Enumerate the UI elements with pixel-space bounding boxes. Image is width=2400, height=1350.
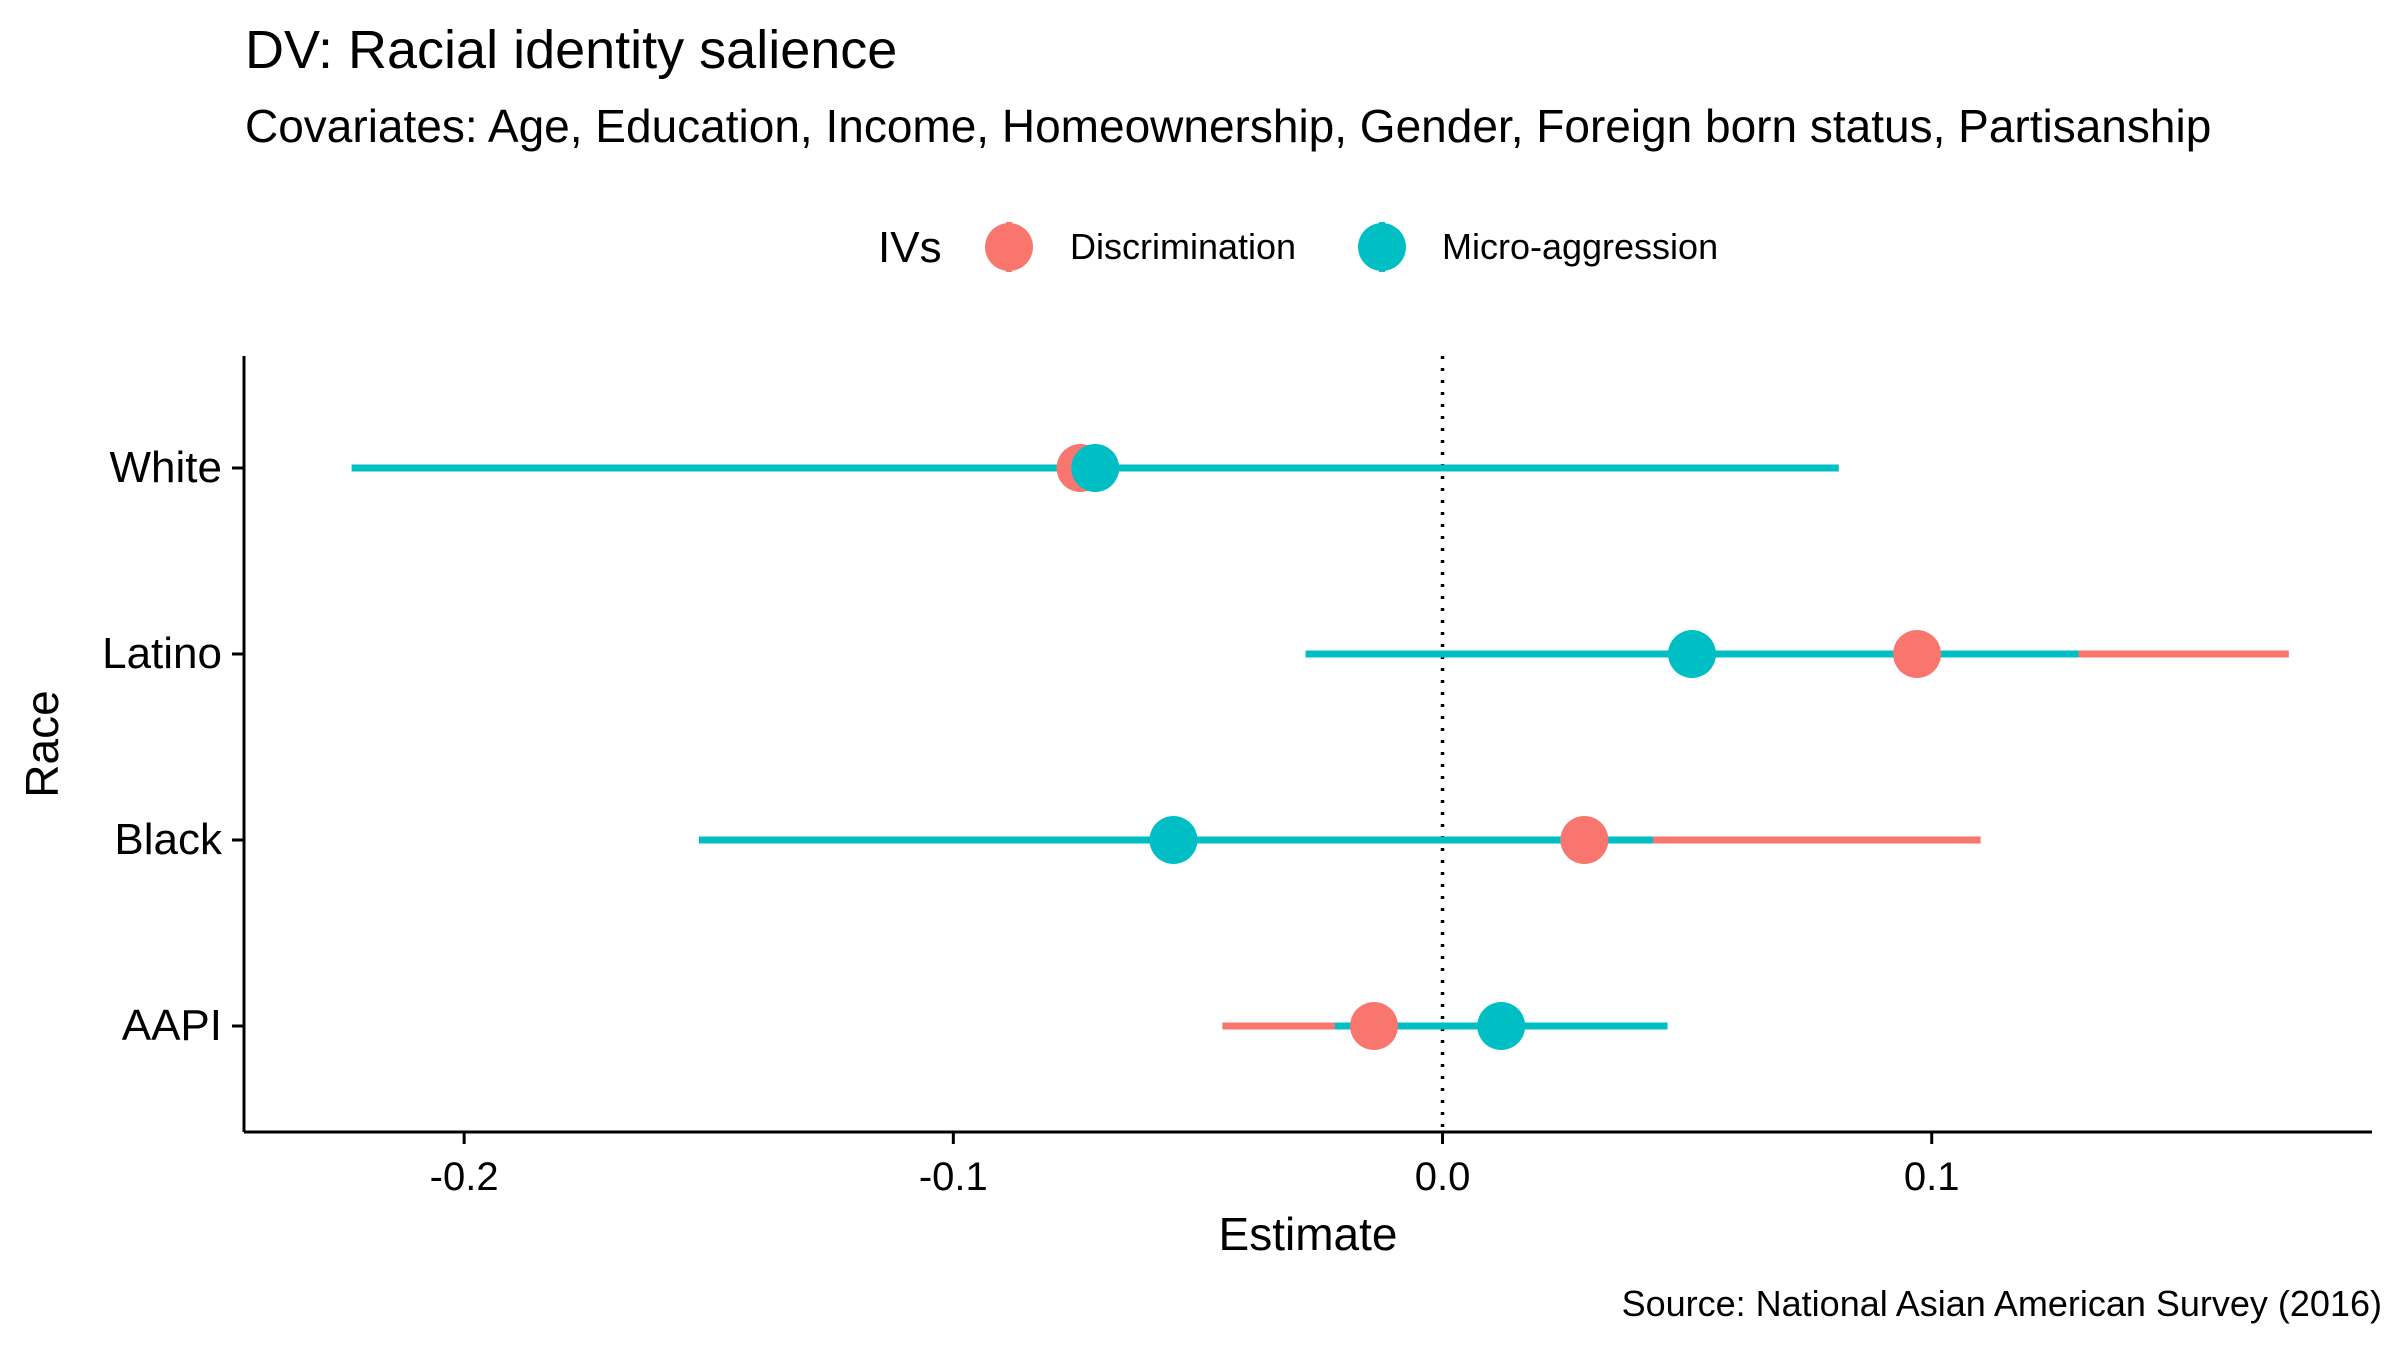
point-micro-aggression-white bbox=[1071, 444, 1120, 492]
whiskers bbox=[351, 464, 2289, 1030]
plot-panel: White Latino Black AAPI -0.2 -0.1 0.0 0.1 bbox=[102, 356, 2372, 1199]
point-micro-aggression-aapi bbox=[1477, 1002, 1526, 1050]
y-tick-label-aapi: AAPI bbox=[122, 1001, 222, 1050]
chart-subtitle: Covariates: Age, Education, Income, Home… bbox=[245, 100, 2212, 152]
y-axis-ticks: White Latino Black AAPI bbox=[102, 443, 244, 1050]
x-tick-label: -0.2 bbox=[430, 1155, 499, 1199]
chart-caption: Source: National Asian American Survey (… bbox=[1621, 1283, 2382, 1324]
point-discrimination-latino bbox=[1893, 630, 1942, 678]
legend-label-discrimination: Discrimination bbox=[1070, 226, 1296, 267]
legend-item-discrimination: Discrimination bbox=[985, 222, 1296, 272]
y-tick-label-latino: Latino bbox=[102, 629, 222, 678]
legend-item-micro-aggression: Micro-aggression bbox=[1358, 222, 1718, 272]
x-tick-label: 0.0 bbox=[1415, 1155, 1471, 1199]
y-tick-label-black: Black bbox=[114, 815, 223, 864]
y-axis-title: Race bbox=[16, 690, 68, 797]
legend-key-discrimination bbox=[985, 223, 1033, 271]
point-micro-aggression-black bbox=[1149, 816, 1198, 864]
point-discrimination-black bbox=[1560, 816, 1609, 864]
y-tick-label-white: White bbox=[110, 443, 222, 492]
legend-key-micro-aggression bbox=[1358, 223, 1406, 271]
points bbox=[1056, 444, 1942, 1050]
point-micro-aggression-latino bbox=[1668, 630, 1717, 678]
legend: IVs Discrimination Micro-aggression bbox=[878, 222, 1718, 272]
point-discrimination-aapi bbox=[1350, 1002, 1399, 1050]
legend-title: IVs bbox=[878, 223, 942, 272]
x-tick-label: 0.1 bbox=[1904, 1155, 1960, 1199]
x-tick-label: -0.1 bbox=[919, 1155, 988, 1199]
x-axis-ticks: -0.2 -0.1 0.0 0.1 bbox=[430, 1132, 1960, 1199]
legend-label-micro-aggression: Micro-aggression bbox=[1442, 226, 1718, 267]
chart-title: DV: Racial identity salience bbox=[245, 20, 898, 80]
x-axis-title: Estimate bbox=[1219, 1208, 1398, 1260]
